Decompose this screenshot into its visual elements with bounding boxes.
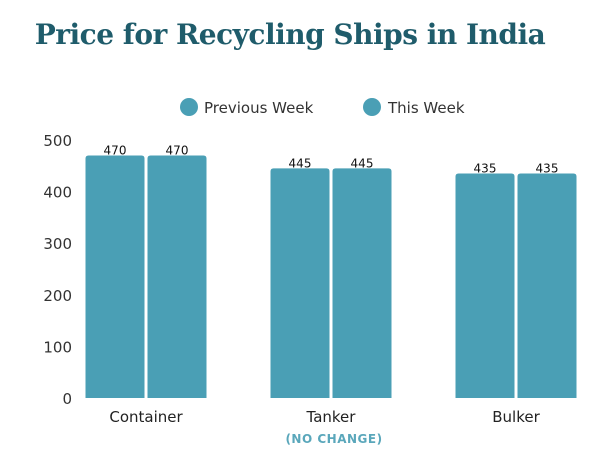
value-labels: 470 470 445 445 435 435 bbox=[104, 143, 559, 175]
bar-tanker-this-week bbox=[332, 168, 392, 398]
bar-bulker-previous-week bbox=[455, 173, 515, 398]
y-tick-label: 0 bbox=[62, 390, 72, 408]
bars bbox=[85, 155, 577, 398]
y-tick-label: 100 bbox=[43, 338, 72, 356]
bar-tanker-previous-week bbox=[270, 168, 330, 398]
legend: Previous Week This Week bbox=[180, 98, 465, 117]
value-label: 435 bbox=[536, 162, 559, 176]
x-tick-label-container: Container bbox=[109, 408, 183, 426]
x-tick-label-tanker: Tanker bbox=[306, 408, 357, 426]
y-tick-label: 300 bbox=[43, 235, 72, 253]
value-label: 470 bbox=[104, 143, 127, 157]
y-tick-label: 200 bbox=[43, 287, 72, 305]
y-tick-label: 400 bbox=[43, 184, 72, 202]
value-label: 445 bbox=[351, 156, 374, 170]
value-label: 445 bbox=[289, 156, 312, 170]
y-axis: 0 100 200 300 400 500 bbox=[43, 132, 72, 408]
y-tick-label: 500 bbox=[43, 132, 72, 150]
no-change-note: (NO CHANGE) bbox=[285, 432, 383, 446]
legend-label-previous-week: Previous Week bbox=[204, 99, 314, 117]
bar-container-this-week bbox=[147, 155, 207, 398]
x-axis: Container Tanker Bulker bbox=[109, 408, 540, 426]
bar-bulker-this-week bbox=[517, 173, 577, 398]
chart-title: Price for Recycling Ships in India bbox=[34, 18, 546, 51]
legend-marker-this-week bbox=[363, 98, 381, 116]
x-tick-label-bulker: Bulker bbox=[492, 408, 540, 426]
bar-container-previous-week bbox=[85, 155, 145, 398]
value-label: 435 bbox=[474, 162, 497, 176]
legend-label-this-week: This Week bbox=[387, 99, 465, 117]
value-label: 470 bbox=[166, 143, 189, 157]
legend-marker-previous-week bbox=[180, 98, 198, 116]
